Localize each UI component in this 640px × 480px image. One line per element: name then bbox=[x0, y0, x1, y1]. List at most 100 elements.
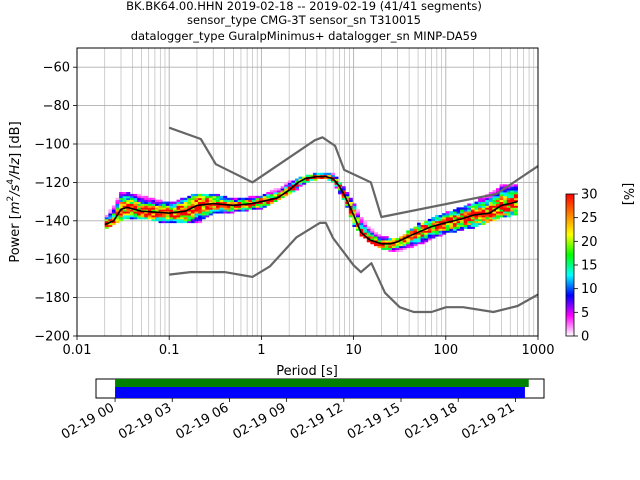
histogram-cell bbox=[434, 226, 439, 229]
histogram-cell bbox=[478, 207, 483, 210]
x-tick-label: 10 bbox=[345, 343, 362, 358]
histogram-cell bbox=[488, 205, 493, 208]
histogram-cell bbox=[140, 199, 145, 202]
histogram-cell bbox=[147, 197, 152, 201]
histogram-cell bbox=[356, 209, 361, 212]
histogram-cell bbox=[409, 243, 414, 247]
histogram-cell bbox=[485, 199, 490, 202]
colorbar-tick-label: 20 bbox=[581, 235, 598, 250]
histogram-cell bbox=[133, 213, 138, 216]
histogram-cell bbox=[140, 201, 145, 204]
histogram-cell bbox=[452, 226, 457, 229]
histogram-cell bbox=[194, 207, 199, 210]
colorbar: 0 5 10 15 20 25 30 [%] bbox=[565, 183, 635, 345]
histogram-cell bbox=[219, 211, 224, 214]
histogram-cell bbox=[506, 211, 511, 214]
histogram-cell bbox=[126, 192, 131, 195]
histogram-cell bbox=[104, 220, 109, 224]
histogram-cell bbox=[506, 195, 511, 199]
histogram-cell bbox=[370, 241, 375, 245]
histogram-cell bbox=[126, 215, 131, 218]
histogram-cell bbox=[445, 222, 450, 226]
histogram-cell bbox=[219, 209, 224, 212]
histogram-cell bbox=[510, 205, 515, 208]
histogram-cell bbox=[463, 226, 468, 229]
y-tick-label: −80 bbox=[43, 99, 70, 114]
histogram-cell bbox=[413, 236, 418, 239]
histogram-cell bbox=[244, 207, 249, 210]
histogram-cell bbox=[190, 195, 195, 199]
histogram-cell bbox=[133, 201, 138, 204]
availability-x-ticks: 02-19 00 02-19 03 02-19 06 02-19 09 02-19 12… bbox=[59, 398, 517, 443]
histogram-cell bbox=[216, 197, 221, 201]
histogram-cell bbox=[137, 215, 142, 218]
histogram-cell bbox=[122, 205, 127, 208]
histogram-cell bbox=[147, 207, 152, 210]
histogram-cell bbox=[359, 226, 364, 229]
histogram-cell bbox=[406, 238, 411, 241]
histogram-cell bbox=[269, 190, 274, 193]
histogram-cell bbox=[144, 199, 149, 202]
histogram-cell bbox=[424, 232, 429, 235]
histogram-cell bbox=[259, 197, 264, 201]
histogram-cell bbox=[492, 192, 497, 195]
histogram-cell bbox=[467, 209, 472, 212]
histogram-cell bbox=[241, 207, 246, 210]
histogram-cell bbox=[438, 216, 443, 220]
histogram-cell bbox=[180, 213, 185, 216]
histogram-cell bbox=[233, 209, 238, 212]
title-line-1: BK.BK64.00.HHN 2019-02-18 -- 2019-02-19 … bbox=[126, 0, 482, 13]
histogram-cell bbox=[144, 213, 149, 216]
histogram-cell bbox=[485, 201, 490, 204]
histogram-cell bbox=[434, 218, 439, 222]
histogram-cell bbox=[169, 209, 174, 212]
histogram-cell bbox=[420, 222, 425, 226]
histogram-cell bbox=[248, 199, 253, 202]
histogram-cell bbox=[198, 201, 203, 204]
histogram-cell bbox=[323, 176, 328, 179]
x-axis-label: Period [s] bbox=[276, 364, 338, 379]
histogram-cell bbox=[284, 186, 289, 189]
histogram-cell bbox=[467, 216, 472, 220]
histogram-cell bbox=[205, 205, 210, 208]
histogram-cell bbox=[111, 211, 116, 214]
histogram-cell bbox=[481, 201, 486, 204]
histogram-cell bbox=[298, 176, 303, 179]
histogram-cell bbox=[506, 188, 511, 191]
histogram-cell bbox=[219, 195, 224, 199]
histogram-cell bbox=[119, 193, 124, 197]
histogram-cell bbox=[176, 207, 181, 210]
histogram-cell bbox=[449, 228, 454, 231]
histogram-cell bbox=[137, 201, 142, 204]
histogram-cell bbox=[198, 207, 203, 210]
histogram-cell bbox=[513, 188, 518, 191]
histogram-cell bbox=[277, 192, 282, 195]
histogram-cell bbox=[198, 195, 203, 199]
histogram-cell bbox=[503, 190, 508, 193]
histogram-cell bbox=[417, 240, 422, 243]
histogram-cell bbox=[147, 203, 152, 206]
histogram-cell bbox=[212, 211, 217, 214]
histogram-cell bbox=[492, 215, 497, 218]
histogram-cell bbox=[352, 209, 357, 212]
histogram-cell bbox=[481, 215, 486, 218]
histogram-cell bbox=[341, 188, 346, 191]
histogram-cell bbox=[460, 215, 465, 218]
histogram-cell bbox=[478, 222, 483, 226]
histogram-cell bbox=[201, 193, 206, 197]
histogram-cell bbox=[212, 205, 217, 208]
histogram-cell bbox=[460, 226, 465, 229]
histogram-cell bbox=[438, 215, 443, 218]
histogram-cell bbox=[456, 222, 461, 226]
histogram-cell bbox=[216, 201, 221, 204]
histogram-cell bbox=[399, 243, 404, 247]
histogram-cell bbox=[129, 205, 134, 208]
histogram-cell bbox=[399, 238, 404, 241]
histogram-cell bbox=[506, 197, 511, 201]
histogram-cell bbox=[108, 222, 113, 226]
histogram-cell bbox=[463, 205, 468, 208]
histogram-cell bbox=[488, 218, 493, 222]
plot-frame bbox=[76, 47, 539, 337]
histogram-cell bbox=[431, 220, 436, 224]
histogram-cell bbox=[388, 240, 393, 243]
